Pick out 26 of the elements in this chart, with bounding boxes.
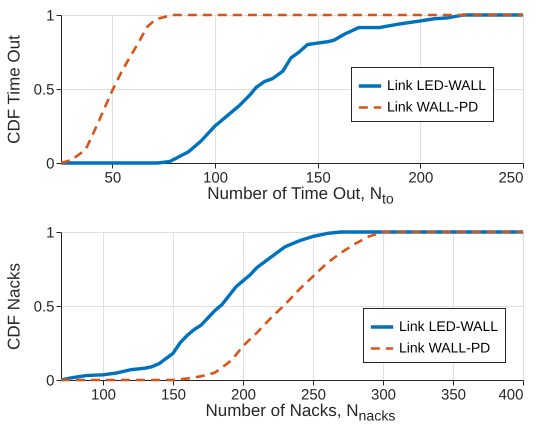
- x-tick-label: 400: [498, 386, 524, 404]
- legend-label: Link WALL-PD: [399, 340, 490, 356]
- y-tick-label: 0.5: [34, 82, 54, 98]
- x-tick-label: 300: [370, 386, 396, 404]
- x-tick-label: 250: [498, 170, 524, 186]
- y-tick-label: 0: [46, 156, 54, 172]
- y-axis-title: CDF Time Out: [4, 34, 24, 144]
- y-tick-label: 0: [46, 372, 54, 390]
- x-tick-label: 100: [202, 170, 228, 186]
- x-axis-title: Number of Time Out, N$_{to}$: [207, 184, 394, 208]
- y-axis-title: CDF Nacks: [4, 263, 24, 350]
- x-tick-label: 100: [90, 386, 116, 404]
- x-axis-title: Number of Nacks, N$_{nacks}$: [205, 401, 396, 424]
- legend-label: Link LED-WALL: [387, 77, 486, 93]
- x-tick-label: 150: [160, 386, 186, 404]
- legend-label: Link LED-WALL: [399, 318, 498, 334]
- x-tick-label: 200: [408, 170, 434, 186]
- x-tick-label: 150: [306, 170, 331, 186]
- y-tick-label: 1: [46, 224, 54, 242]
- x-tick-label: 250: [300, 386, 326, 404]
- x-tick-label: 200: [230, 386, 256, 404]
- legend-label: Link WALL-PD: [387, 98, 478, 114]
- x-tick-label: 350: [440, 386, 466, 404]
- y-tick-label: 1: [46, 8, 54, 24]
- x-tick-label: 50: [104, 170, 122, 186]
- y-tick-label: 0.5: [34, 298, 54, 316]
